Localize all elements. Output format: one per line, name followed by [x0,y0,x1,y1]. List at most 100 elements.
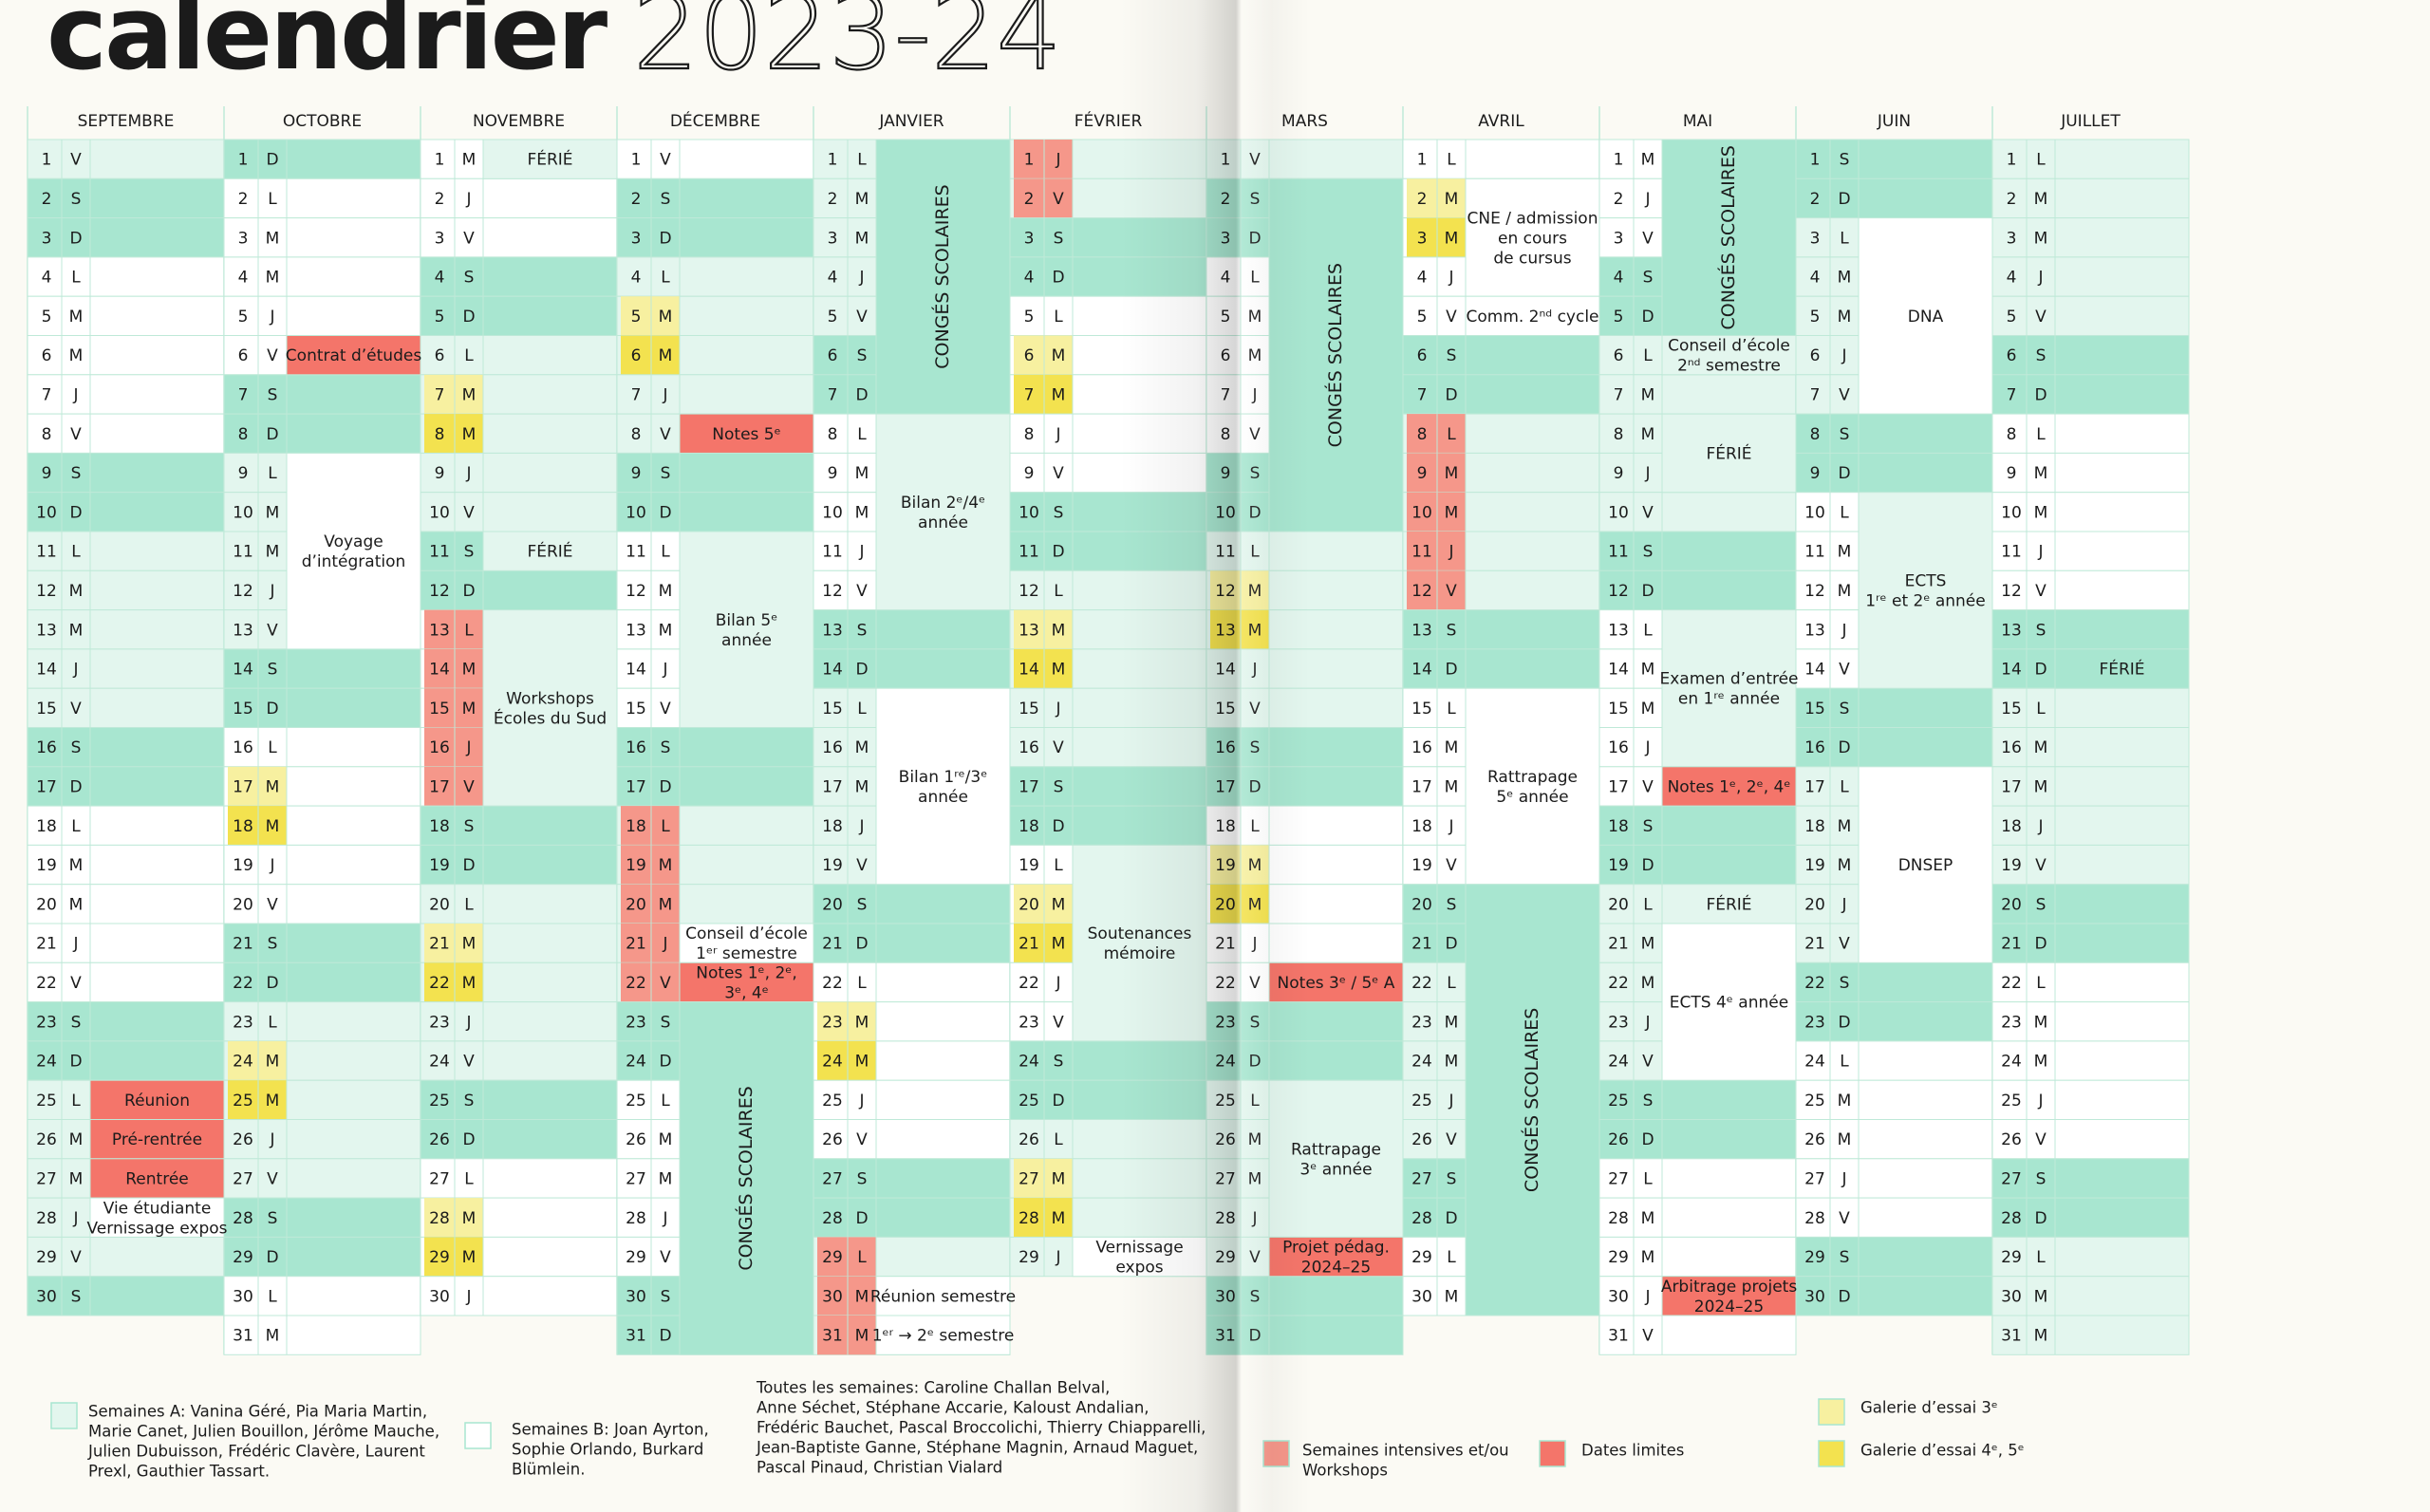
day-weekday: M [266,269,280,288]
day-row [420,452,618,494]
day-highlight [455,962,483,1002]
day-weekday: D [462,308,475,327]
day-number: 6 [1614,346,1624,365]
day-weekday: S [661,464,671,483]
day-weekday: D [1838,738,1850,757]
day-weekday: J [1448,543,1453,562]
day-number: 24 [233,1053,253,1072]
day-number: 2 [2007,190,2017,209]
day-number: 28 [1411,1209,1432,1228]
day-highlight [651,806,680,846]
day-weekday: V [70,1248,82,1267]
day-row [1009,1079,1207,1120]
day-number: 29 [626,1248,646,1267]
day-weekday: M [1838,582,1852,601]
month-header: AVRIL [1478,112,1524,131]
day-weekday: J [1448,269,1453,288]
day-number: 2 [1810,190,1821,209]
day-number: 17 [1215,777,1236,796]
day-row [813,1158,1011,1199]
day-number: 8 [435,425,445,444]
day-weekday: M [855,738,869,757]
day-row [1991,492,2190,532]
day-row [1009,727,1207,768]
day-row [1598,492,1797,532]
day-number: 22 [626,974,646,993]
day-row [1991,531,2190,571]
day-weekday: L [1054,1130,1063,1149]
day-row [27,727,225,768]
day-number: 4 [828,269,838,288]
event-label: FÉRIÉ [527,541,572,562]
day-row [1402,374,1600,415]
day-weekday: L [1643,1169,1653,1188]
legend-text: Frédéric Bauchet, Pascal Broccolichi, Th… [757,1419,1206,1437]
event-block [1661,609,1797,768]
day-number: 4 [631,269,642,288]
day-weekday: D [1445,935,1457,954]
day-number: 12 [1019,582,1039,601]
day-row [1598,1119,1797,1160]
day-row [223,961,421,1003]
day-number: 14 [429,661,450,680]
day-number: 26 [626,1130,646,1149]
day-highlight [848,1040,876,1081]
event-label: Réunion semestre [870,1287,1016,1306]
day-weekday: M [1248,1130,1262,1149]
legend-text: Toutes les semaines: Caroline Challan Be… [756,1379,1110,1397]
day-weekday: M [1248,895,1262,914]
day-number: 15 [1019,700,1039,719]
day-weekday: L [464,1169,474,1188]
day-number: 24 [429,1053,450,1072]
day-number: 21 [429,935,450,954]
day-weekday: J [858,1092,864,1111]
day-weekday: M [1445,777,1459,796]
day-number: 24 [2001,1053,2022,1072]
day-weekday: J [269,582,274,601]
day-weekday: L [1054,582,1063,601]
legend-text: Galerie d’essai 3ᵉ [1860,1399,1998,1417]
day-number: 9 [435,464,445,483]
day-number: 26 [1411,1130,1432,1149]
day-weekday: V [1839,385,1850,404]
day-number: 17 [822,777,843,796]
day-weekday: J [2037,1092,2043,1111]
event-label: Voyage [324,532,383,551]
day-weekday: S [661,1287,671,1306]
event-block [89,1119,225,1160]
day-weekday: S [464,269,475,288]
day-number: 1 [631,151,642,170]
day-weekday: L [1054,308,1063,327]
day-weekday: M [2034,229,2048,248]
day-weekday: V [856,856,868,875]
day-number: 12 [822,582,843,601]
day-weekday: D [1248,229,1261,248]
day-highlight [1241,845,1269,885]
title-years: 2023-24 [633,0,1061,93]
day-weekday: D [1838,1013,1850,1032]
day-highlight [1437,570,1466,610]
day-row [27,531,225,571]
day-row [27,1001,225,1042]
day-number: 16 [2001,738,2022,757]
day-number: 1 [1417,151,1428,170]
day-number: 11 [1411,543,1432,562]
day-number: 26 [1804,1130,1825,1149]
day-weekday: S [661,190,671,209]
day-row [420,569,618,611]
day-number: 29 [429,1248,450,1267]
day-row [1206,1001,1404,1042]
day-number: 30 [1411,1287,1432,1306]
day-number: 19 [429,856,450,875]
day-number: 27 [1608,1169,1629,1188]
day-number: 25 [1804,1092,1825,1111]
day-number: 18 [233,817,253,836]
day-number: 23 [233,1013,253,1032]
day-row [1795,687,1993,729]
day-highlight [1044,648,1073,689]
day-number: 16 [1215,738,1236,757]
day-weekday: L [268,464,277,483]
day-weekday: L [71,1092,81,1111]
event-label: Arbitrage projets [1661,1278,1798,1297]
day-row [223,413,421,454]
